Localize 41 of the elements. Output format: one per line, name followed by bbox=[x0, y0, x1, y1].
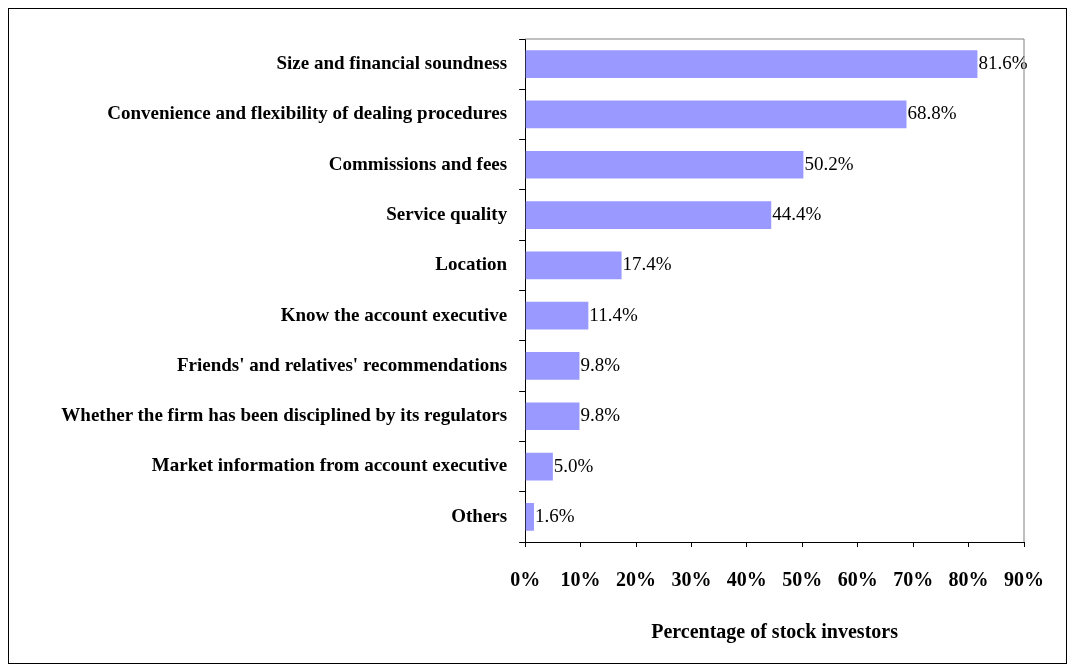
bar bbox=[525, 352, 580, 380]
data-label: 50.2% bbox=[804, 152, 854, 174]
bar bbox=[525, 201, 772, 229]
bar bbox=[525, 503, 535, 531]
y-tick-label: Whether the firm has been disciplined by its regulators bbox=[61, 404, 508, 426]
bar bbox=[525, 452, 553, 481]
y-tick-label: Service quality bbox=[386, 202, 508, 224]
data-label: 81.6% bbox=[978, 52, 1028, 74]
y-tick-label: Location bbox=[435, 253, 508, 275]
data-label: 5.0% bbox=[553, 454, 594, 476]
data-label: 11.4% bbox=[589, 303, 638, 325]
bar bbox=[525, 100, 907, 129]
y-tick-label: Market information from account executive bbox=[151, 454, 508, 476]
y-tick-label: Convenience and flexibility of dealing procedures bbox=[107, 102, 508, 124]
x-tick-label: 40% bbox=[726, 568, 767, 591]
data-label: 9.8% bbox=[580, 353, 621, 375]
data-label: 9.8% bbox=[580, 404, 621, 426]
y-tick-label: Know the account executive bbox=[280, 303, 508, 325]
x-tick-label: 50% bbox=[782, 568, 823, 591]
x-axis-title: Percentage of stock investors bbox=[651, 620, 899, 644]
bar bbox=[525, 251, 622, 280]
y-tick-label: Friends' and relatives' recommendations bbox=[176, 353, 508, 375]
y-tick-label: Size and financial soundness bbox=[276, 52, 508, 74]
data-label: 17.4% bbox=[622, 253, 672, 275]
data-label: 1.6% bbox=[535, 504, 575, 526]
x-tick-label: 70% bbox=[893, 568, 934, 591]
x-tick-label: 80% bbox=[948, 568, 989, 591]
x-tick-label: 90% bbox=[1004, 568, 1044, 591]
x-tick-label: 30% bbox=[671, 568, 712, 591]
bar bbox=[525, 402, 580, 431]
bar bbox=[525, 301, 589, 330]
data-label: 44.4% bbox=[772, 203, 822, 225]
x-tick-label: 10% bbox=[560, 568, 601, 591]
x-tick-label: 60% bbox=[837, 568, 878, 591]
bar bbox=[525, 150, 804, 179]
bar bbox=[525, 50, 978, 78]
x-tick-label: 0% bbox=[510, 568, 541, 591]
y-tick-label: Commissions and fees bbox=[328, 152, 508, 174]
data-label: 68.8% bbox=[907, 102, 957, 124]
x-tick-label: 20% bbox=[616, 568, 656, 591]
y-tick-label: Others bbox=[451, 504, 508, 526]
